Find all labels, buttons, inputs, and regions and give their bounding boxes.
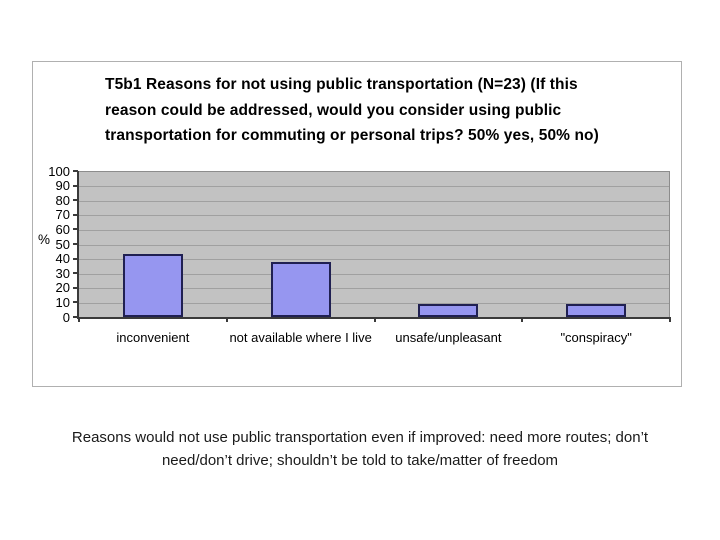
y-tick-mark-20 [73,286,78,289]
y-axis-line [77,171,79,319]
chart-object[interactable]: T5b1 Reasons for not using public transp… [32,61,682,387]
gridline-30 [79,273,669,275]
bar-inconvenient[interactable] [122,254,183,317]
gridline-10 [79,302,669,304]
x-tick-mark-3 [521,317,524,322]
y-tick-mark-80 [73,199,78,202]
y-tick-label-80: 80 [55,192,70,208]
y-tick-label-0: 0 [62,309,70,325]
y-axis-unit-label: % [38,232,51,247]
y-tick-mark-30 [73,272,78,275]
gridline-80 [79,200,669,202]
gridline-70 [79,215,669,217]
y-tick-mark-90 [73,184,78,187]
y-tick-label-50: 50 [55,236,70,252]
gridline-60 [79,229,669,231]
category-label-not-available-where-i-live: not available where I live [229,330,372,345]
y-tick-label-10: 10 [55,294,70,310]
y-tick-label-60: 60 [55,221,70,237]
y-tick-label-100: 100 [48,163,70,179]
chart-title: T5b1 Reasons for not using public transp… [105,76,599,144]
x-tick-mark-0 [78,317,80,322]
x-tick-mark-4 [669,317,671,322]
y-tick-mark-60 [73,228,78,231]
y-tick-mark-50 [73,243,78,245]
category-label-unsafe-unpleasant: unsafe/unpleasant [395,330,502,345]
y-tick-label-20: 20 [55,280,70,296]
y-tick-label-70: 70 [55,207,70,223]
gridline-50 [79,244,669,246]
y-tick-mark-70 [73,213,78,216]
x-tick-mark-2 [373,317,376,322]
y-tick-mark-100 [73,170,78,172]
x-tick-mark-1 [225,317,228,322]
bar-unsafe-unpleasant[interactable] [418,303,479,317]
slide-caption: Reasons would not use public transportat… [71,429,649,469]
y-tick-label-40: 40 [55,251,70,267]
y-tick-mark-10 [73,301,78,304]
y-tick-label-90: 90 [55,178,70,194]
gridline-20 [79,288,669,290]
bar-not-available-where-i-live[interactable] [270,261,331,317]
category-label-inconvenient: inconvenient [116,330,190,345]
y-tick-label-30: 30 [55,265,70,281]
y-tick-mark-40 [73,257,78,260]
gridline-40 [79,259,669,261]
plot-area [79,171,670,317]
gridline-90 [79,186,669,188]
y-tick-mark-0 [73,316,78,318]
bar-conspiracy[interactable] [566,303,627,317]
category-label-conspiracy: "conspiracy" [560,330,632,345]
